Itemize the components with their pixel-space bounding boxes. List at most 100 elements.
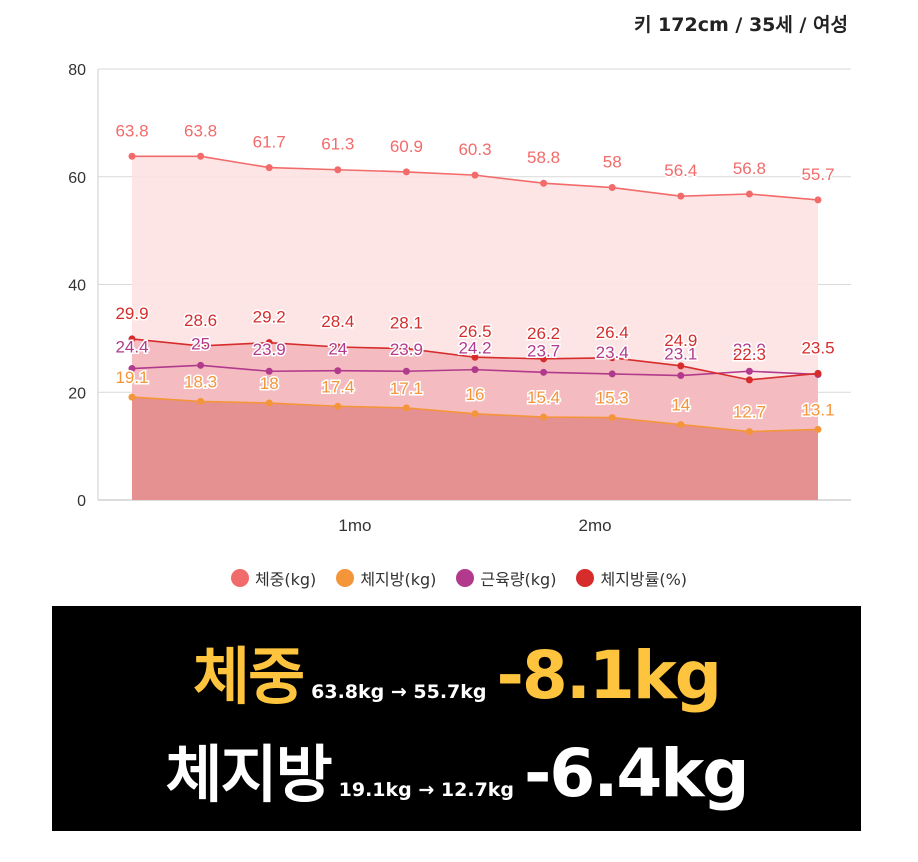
data-label: 17.1	[390, 379, 423, 398]
data-point	[745, 376, 753, 384]
legend-swatch	[230, 569, 249, 587]
data-point	[128, 365, 136, 373]
weight-summary-row: 체중 63.8kg → 55.7kg -8.1kg	[52, 626, 861, 716]
data-point	[608, 354, 616, 362]
data-label: 24.4	[115, 338, 148, 357]
y-tick-label: 80	[68, 62, 86, 79]
data-point	[265, 164, 273, 172]
weight-summary-label: 체중	[193, 640, 305, 713]
data-label: 23.1	[664, 345, 697, 364]
data-label: 63.8	[115, 121, 148, 140]
data-label: 56.8	[733, 159, 766, 178]
data-label: 23.4	[596, 343, 629, 362]
data-label: 61.3	[321, 135, 354, 154]
data-label: 28.1	[390, 314, 423, 333]
data-point	[677, 192, 685, 200]
legend-item-weight: 체중(kg)	[230, 566, 317, 590]
data-label: 60.3	[458, 140, 491, 159]
data-point	[402, 404, 410, 412]
data-point	[471, 366, 479, 374]
data-point	[471, 410, 479, 418]
data-label: 23.9	[390, 340, 423, 359]
y-tick-label: 0	[77, 493, 86, 510]
chart-subtitle: 키 172cm / 35세 / 여성	[633, 14, 848, 36]
data-point	[402, 345, 410, 353]
data-label: 60.9	[390, 137, 423, 156]
legend-label: 체지방률(%)	[600, 570, 688, 589]
data-point	[334, 166, 342, 174]
x-tick-label: 1mo	[338, 516, 371, 535]
data-point	[540, 368, 548, 376]
data-point	[745, 367, 753, 375]
data-point	[265, 339, 273, 347]
data-label: 55.7	[801, 165, 834, 184]
chart-legend: 체중(kg) 체지방(kg) 근육량(kg) 체지방률(%)	[0, 566, 918, 590]
data-label: 56.4	[664, 161, 697, 180]
data-point	[128, 393, 136, 401]
data-point	[197, 152, 205, 160]
data-label: 28.6	[184, 311, 217, 330]
data-label: 26.4	[596, 323, 629, 342]
data-point	[677, 372, 685, 380]
x-tick-label: 2mo	[579, 516, 612, 535]
data-label: 58.8	[527, 148, 560, 167]
data-point	[265, 367, 273, 375]
data-label: 15.4	[527, 388, 560, 407]
summary-panel: 체중 63.8kg → 55.7kg -8.1kg 체지방 19.1kg → 1…	[52, 606, 861, 831]
data-label: 24.2	[458, 339, 491, 358]
data-point	[265, 399, 273, 407]
data-label: 24	[328, 340, 347, 359]
data-label: 23.5	[801, 338, 834, 357]
data-point	[197, 397, 205, 405]
data-point	[197, 342, 205, 350]
data-label: 25	[191, 334, 210, 353]
data-label: 14	[671, 396, 690, 415]
data-label: 16	[466, 385, 485, 404]
data-label: 29.2	[253, 308, 286, 327]
data-point	[471, 171, 479, 179]
fat-summary-row: 체지방 19.1kg → 12.7kg -6.4kg	[52, 724, 861, 814]
data-point	[677, 362, 685, 370]
data-point	[608, 184, 616, 192]
y-tick-label: 20	[68, 385, 86, 402]
fat-summary-change: -6.4kg	[524, 735, 749, 812]
data-label: 24.9	[664, 331, 697, 350]
data-point	[745, 428, 753, 436]
legend-swatch	[576, 569, 595, 587]
data-label: 23.7	[527, 341, 560, 360]
weight-summary-change: -8.1kg	[496, 637, 722, 714]
data-label: 17.4	[321, 377, 354, 396]
fat-summary-label: 체지방	[165, 738, 333, 811]
legend-label: 체중(kg)	[254, 570, 317, 589]
data-label: 26.2	[527, 324, 560, 343]
data-point	[128, 335, 136, 343]
data-point	[402, 367, 410, 375]
data-label: 18	[260, 374, 279, 393]
data-label: 19.1	[115, 368, 148, 387]
data-point	[814, 369, 822, 377]
data-point	[608, 370, 616, 378]
legend-label: 근육량(kg)	[480, 570, 557, 589]
line-chart: 0 20 40 60 80 1mo 2mo 63.8 63.8 61.7 61.3 60.9 60.3 5…	[68, 62, 851, 535]
data-point	[814, 425, 822, 433]
data-label: 58	[603, 153, 622, 172]
series-area	[132, 397, 818, 500]
data-label: 13.1	[801, 400, 834, 419]
data-label: 23.9	[253, 340, 286, 359]
legend-swatch	[336, 569, 355, 587]
legend-item-fat: 체지방(kg)	[336, 566, 436, 590]
data-point	[334, 367, 342, 375]
data-label: 28.4	[321, 312, 354, 331]
data-point	[677, 421, 685, 429]
data-label: 29.9	[115, 304, 148, 323]
fat-summary-detail: 19.1kg → 12.7kg	[338, 779, 515, 801]
data-point	[334, 343, 342, 351]
data-point	[608, 414, 616, 422]
data-point	[128, 152, 136, 160]
data-point	[814, 196, 822, 204]
legend-item-muscle: 근육량(kg)	[456, 566, 556, 590]
data-point	[540, 179, 548, 187]
data-point	[540, 413, 548, 421]
data-label: 63.8	[184, 121, 217, 140]
data-label: 26.5	[458, 322, 491, 341]
